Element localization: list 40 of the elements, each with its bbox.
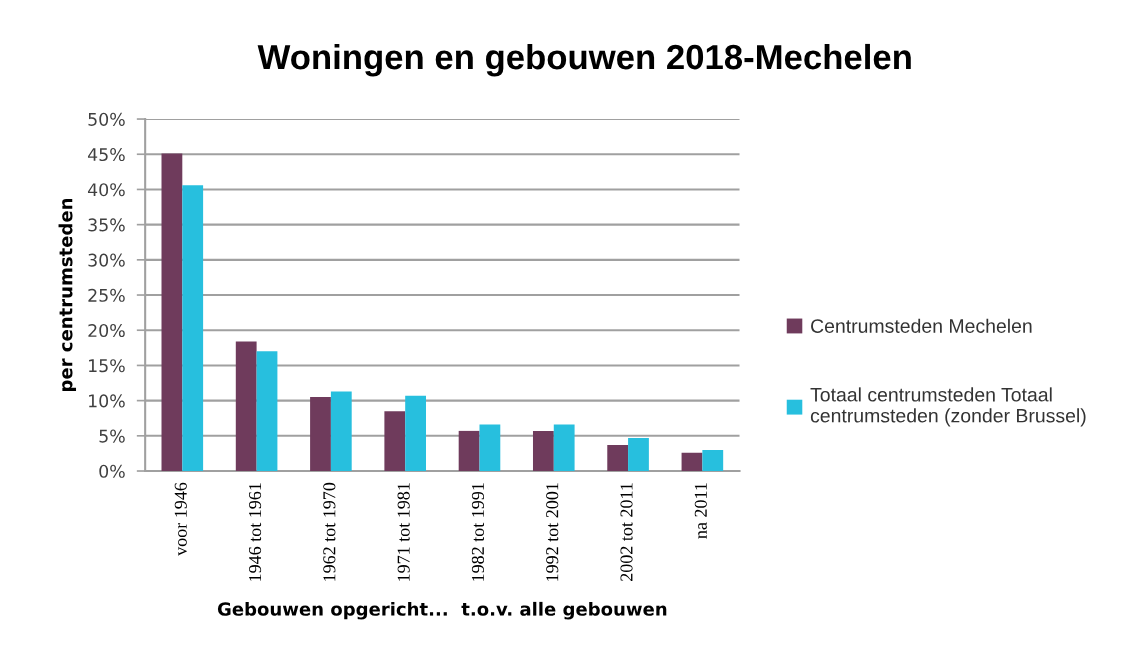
bar <box>405 395 426 472</box>
bar <box>256 351 278 472</box>
y-tick-label: 5% <box>99 429 125 443</box>
bar <box>702 449 724 472</box>
x-tick-label: 1982 tot 1991 <box>471 483 485 581</box>
y-tick-label: 35% <box>88 218 125 232</box>
x-tick-label: 1992 tot 2001 <box>546 483 559 581</box>
y-axis-title: per centrumsteden <box>58 198 77 392</box>
y-tick-label: 0% <box>99 464 125 478</box>
bar <box>607 444 629 472</box>
y-tick-label: 10% <box>89 394 125 408</box>
x-tick-label: 1946 tot 1961 <box>248 483 262 581</box>
y-tick-label: 25% <box>88 288 125 302</box>
y-tick-label: 45% <box>87 147 125 162</box>
bar <box>384 411 406 472</box>
bar <box>628 437 649 472</box>
x-axis-title: Gebouwen opgericht... t.o.v. alle gebouwen <box>217 601 667 620</box>
bar <box>330 391 352 472</box>
y-tick-label: 15% <box>89 359 125 373</box>
bar <box>235 341 257 472</box>
y-tick-label: 50% <box>88 112 125 126</box>
bar <box>553 424 575 472</box>
bar <box>532 430 554 472</box>
legend-label: Totaal centrumsteden Totaal centrumsteden (zonder Brussel) <box>810 387 1086 427</box>
legend-label: Centrumsteden Mechelen <box>811 318 1032 333</box>
chart-title: Woningen en gebouwen 2018-Mechelen <box>257 43 911 77</box>
bar <box>182 185 204 472</box>
bar <box>479 424 501 472</box>
bar <box>310 397 331 472</box>
bar <box>458 430 480 472</box>
x-tick-label: 1962 tot 1970 <box>323 482 336 581</box>
y-tick-label: 40% <box>87 183 125 197</box>
x-tick-label: 2002 tot 2011 <box>620 483 633 581</box>
bar <box>161 153 183 472</box>
y-tick-label: 30% <box>88 253 125 267</box>
x-tick-label: 1971 tot 1981 <box>397 483 410 581</box>
bar <box>681 452 703 472</box>
x-tick-label: na 2011 <box>694 483 707 539</box>
x-tick-label: voor 1946 <box>174 482 187 556</box>
y-tick-label: 20% <box>88 323 125 338</box>
